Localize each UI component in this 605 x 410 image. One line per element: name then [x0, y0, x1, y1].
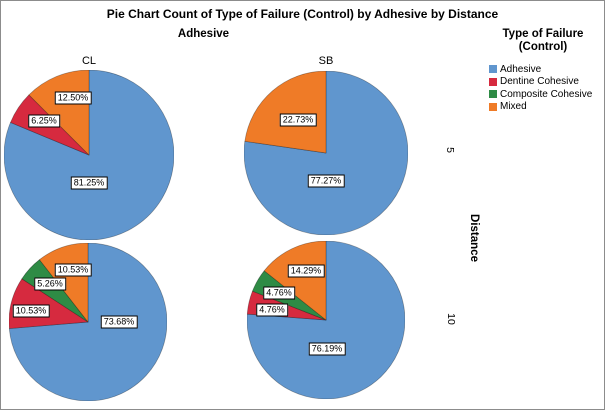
chart-title: Pie Chart Count of Type of Failure (Cont… [106, 7, 499, 21]
legend-swatch-icon [489, 90, 497, 99]
column-label-cl: CL [81, 55, 97, 67]
slice-percent-label-adhesive: 81.25% [70, 176, 108, 190]
slice-percent-label-adhesive: 73.68% [100, 315, 138, 329]
pie-sb-10 [247, 241, 405, 399]
legend-item-composite-cohesive: Composite Cohesive [489, 88, 592, 101]
legend-item-adhesive: Adhesive [489, 63, 592, 76]
slice-percent-label-adhesive: 76.19% [308, 342, 346, 356]
legend-swatch-icon [489, 65, 497, 74]
slice-percent-label-composite-cohesive: 5.26% [34, 277, 66, 291]
legend-swatch-icon [489, 102, 497, 111]
row-label-5: 5 [444, 147, 456, 153]
legend-items: Adhesive Dentine Cohesive Composite Cohesi… [489, 63, 592, 113]
legend-title-line2: (Control) [518, 40, 568, 53]
slice-percent-label-composite-cohesive: 4.76% [263, 286, 295, 300]
pie-slice-mixed [28, 70, 90, 156]
pie-sb-5 [244, 71, 408, 235]
slice-percent-label-mixed: 22.73% [279, 113, 317, 127]
pie-slice-mixed [244, 71, 327, 154]
legend-item-label: Dentine Cohesive [500, 76, 579, 88]
slice-percent-label-dentine-cohesive: 10.53% [12, 304, 50, 318]
pie-slice-adhesive [4, 70, 174, 240]
slice-percent-label-dentine-cohesive: 4.76% [256, 303, 288, 317]
legend-item-label: Mixed [500, 101, 527, 113]
legend-item-label: Composite Cohesive [500, 88, 593, 100]
slice-percent-label-adhesive: 77.27% [307, 174, 345, 188]
slice-percent-label-mixed: 14.29% [287, 264, 325, 278]
column-label-sb: SB [318, 55, 334, 67]
slice-percent-label-mixed: 12.50% [54, 91, 92, 105]
row-dimension-label: Distance [468, 214, 480, 262]
legend-item-label: Adhesive [500, 63, 542, 75]
pie-slice-mixed [263, 241, 327, 321]
pie-slice-composite-cohesive [21, 259, 89, 323]
row-label-10: 10 [445, 313, 457, 325]
column-dimension-label: Adhesive [177, 28, 230, 40]
slice-percent-label-dentine-cohesive: 6.25% [28, 114, 60, 128]
legend-item-dentine-cohesive: Dentine Cohesive [489, 76, 592, 89]
pie-slice-adhesive [247, 241, 405, 399]
legend-title: Type of Failure (Control) [482, 28, 604, 53]
legend-title-line1: Type of Failure [502, 28, 584, 40]
legend-item-mixed: Mixed [489, 101, 592, 114]
legend-swatch-icon [489, 77, 497, 86]
pie-slice-adhesive [244, 71, 408, 235]
slice-percent-label-mixed: 10.53% [54, 263, 92, 277]
pie-slice-adhesive [9, 243, 167, 401]
